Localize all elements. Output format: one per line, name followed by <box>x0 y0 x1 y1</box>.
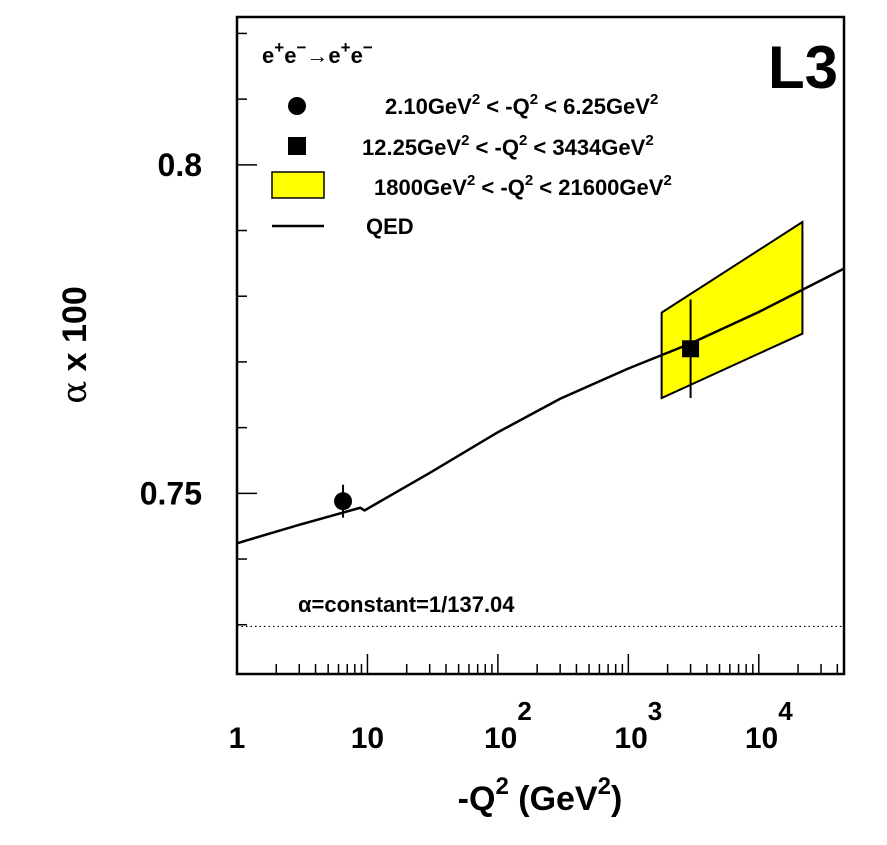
series-band-1800-21600 <box>660 220 804 400</box>
legend-circle-marker <box>288 97 306 115</box>
legend-entry-3: 1800GeV2 < -Q2 < 21600GeV2 <box>374 172 672 200</box>
y-tick-label-0.75: 0.75 <box>140 475 202 511</box>
x-tick-label-10000: 104 <box>745 696 793 755</box>
legend-entry-qed: QED <box>366 214 414 239</box>
x-axis-title: -Q2 (GeV2) <box>458 773 623 818</box>
y-tick-label-0.8: 0.8 <box>158 147 202 183</box>
x-tick-label-100: 102 <box>484 696 532 755</box>
legend-square-marker <box>288 137 306 155</box>
x-tick-label-1: 1 <box>229 722 246 755</box>
process-label: e+e−→e+e− <box>262 38 373 68</box>
series-qed-line <box>237 267 844 545</box>
chart-title: L3 <box>768 34 838 101</box>
x-tick-label-10: 10 <box>351 722 384 755</box>
legend-entry-2: 12.25GeV2 < -Q2 < 3434GeV2 <box>362 132 654 160</box>
data-point-square <box>682 340 700 358</box>
y-axis-title: α x 100 <box>55 286 95 404</box>
reference-line-label: α=constant=1/137.04 <box>298 592 515 617</box>
legend-entry-1: 2.10GeV2 < -Q2 < 6.25GeV2 <box>385 91 658 119</box>
legend: 2.10GeV2 < -Q2 < 6.25GeV2 12.25GeV2 < -Q… <box>271 91 672 239</box>
x-axis-ticks <box>236 654 839 674</box>
y-axis-ticks <box>237 32 257 626</box>
data-point-circle <box>334 492 353 511</box>
x-tick-label-1000: 103 <box>614 696 662 755</box>
legend-band-swatch <box>271 171 325 199</box>
plot-frame <box>235 15 846 676</box>
